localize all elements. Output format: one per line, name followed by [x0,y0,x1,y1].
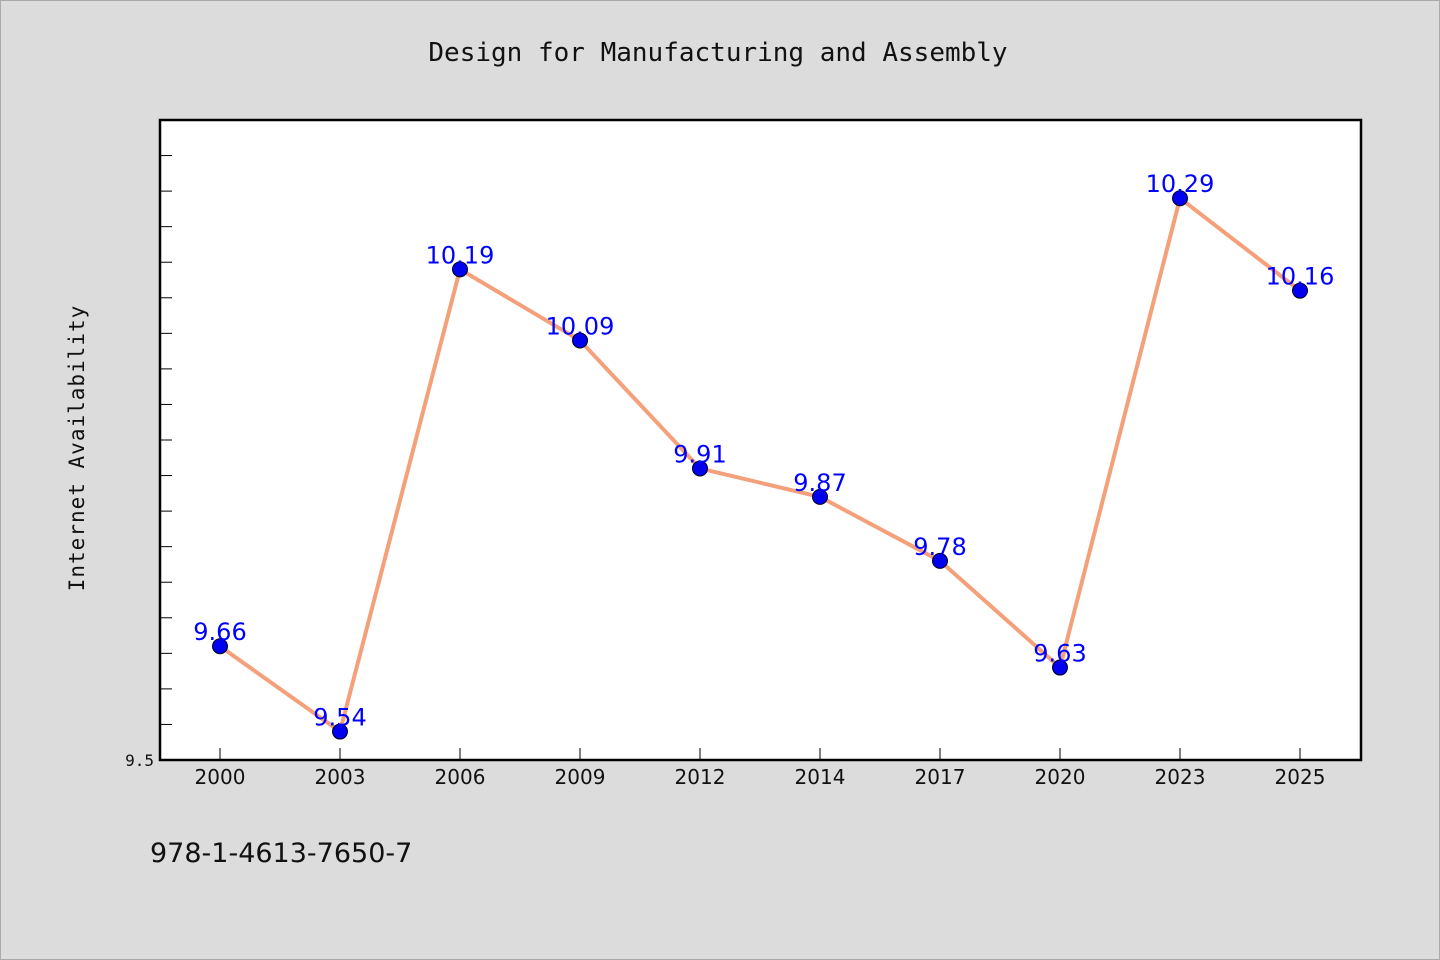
data-label: 9.91 [673,440,726,468]
data-label: 9.66 [193,618,246,646]
data-point [572,332,588,349]
data-label: 10.19 [426,241,495,269]
data-point [692,460,708,477]
data-point [932,552,948,569]
isbn-text: 978-1-4613-7650-7 [150,838,412,869]
data-point [812,488,828,505]
data-point [1172,190,1188,207]
x-axis-ticks: 2000 2003 2006 2009 2012 2014 2017 2020 2023 2025 [195,748,1326,789]
y-axis-label: Internet Availability [65,305,89,592]
x-tick-label: 2020 [1035,765,1086,789]
x-tick-label: 2023 [1155,765,1206,789]
x-tick-label: 2025 [1275,765,1326,789]
series-line [218,196,1302,734]
data-point [1052,659,1068,676]
data-label: 9.54 [313,704,366,732]
x-tick-label: 2012 [675,765,726,789]
y-axis-minor-ticks [160,155,172,725]
x-tick-label: 2014 [795,765,846,789]
data-point [212,638,228,655]
chart-title: Design for Manufacturing and Assembly [428,38,1007,68]
x-tick-label: 2000 [195,765,246,789]
data-label-layer: 9.66 9.54 10.19 10.09 9.91 9.87 9.78 9.63 10.29 1… [193,170,1334,731]
data-label: 9.78 [913,533,966,561]
y-axis-ticks: 9.5 [125,751,154,770]
data-point [332,723,348,740]
x-tick-label: 2017 [915,765,966,789]
series-marker-layer [212,190,1308,740]
data-label: 9.63 [1033,640,1086,668]
data-label: 9.87 [793,469,846,497]
data-label: 10.16 [1266,263,1335,291]
plot-area [158,118,1363,762]
x-tick-label: 2006 [435,765,486,789]
data-point [1292,282,1308,299]
series-line-layer [218,196,1302,734]
data-point [452,261,468,278]
y-tick-label: 9.5 [125,751,154,770]
data-label: 10.29 [1146,170,1215,198]
data-label: 10.09 [546,312,615,340]
x-tick-label: 2009 [555,765,606,789]
x-tick-label: 2003 [315,765,366,789]
